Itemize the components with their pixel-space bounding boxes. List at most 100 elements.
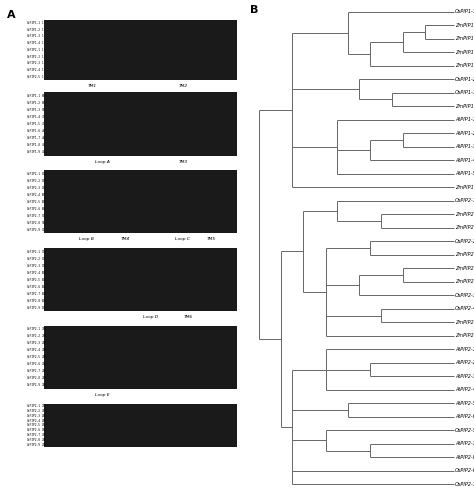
Text: OsPIP2-4: OsPIP2-4 — [455, 306, 474, 311]
Text: OsFIP2-5: OsFIP2-5 — [27, 424, 41, 428]
Text: 215: 215 — [42, 370, 47, 373]
Text: 216: 216 — [42, 383, 47, 387]
Text: OsPIP2-2: OsPIP2-2 — [455, 239, 474, 244]
Text: 1: 1 — [42, 34, 44, 38]
Text: 275: 275 — [42, 433, 47, 437]
Text: OsFIP2-3: OsFIP2-3 — [27, 341, 41, 345]
Text: OsFIP2-7: OsFIP2-7 — [27, 370, 41, 373]
Text: Loop C: Loop C — [175, 237, 191, 242]
Text: 106: 106 — [42, 207, 47, 211]
Text: ZmPIP1-4: ZmPIP1-4 — [455, 50, 474, 55]
Text: OsFIP2-8: OsFIP2-8 — [27, 438, 41, 442]
Text: 107: 107 — [42, 200, 47, 204]
Text: 163: 163 — [42, 299, 47, 303]
Text: ZmPIP2-7: ZmPIP2-7 — [455, 333, 474, 338]
Text: OsFIP2-5: OsFIP2-5 — [27, 200, 41, 204]
Text: OsFIP2-2: OsFIP2-2 — [27, 409, 41, 413]
Text: AtPIP1-2: AtPIP1-2 — [455, 131, 474, 136]
Text: 1: 1 — [42, 41, 44, 45]
Text: 171: 171 — [42, 249, 47, 253]
Text: ZmPIP1-1: ZmPIP1-1 — [455, 63, 474, 68]
Text: ZmPIP2-2: ZmPIP2-2 — [455, 225, 474, 230]
Text: ZmPIP1-5: ZmPIP1-5 — [455, 104, 474, 109]
Text: OsPIP1-1: OsPIP1-1 — [455, 9, 474, 14]
Text: AtPIP2-4: AtPIP2-4 — [455, 387, 474, 392]
Text: AtPIP2-2: AtPIP2-2 — [455, 360, 474, 365]
Text: OsFIP2-5: OsFIP2-5 — [27, 278, 41, 282]
Text: OsFIP2-2: OsFIP2-2 — [27, 256, 41, 260]
Text: 270: 270 — [42, 443, 47, 447]
Text: OsFIP2-1: OsFIP2-1 — [27, 48, 41, 52]
Text: 44: 44 — [42, 136, 45, 140]
Text: A: A — [7, 10, 16, 20]
Text: B: B — [250, 5, 259, 15]
Text: OsFIP2-2: OsFIP2-2 — [27, 179, 41, 183]
Text: ZmPIP1-6: ZmPIP1-6 — [455, 185, 474, 190]
Text: 275: 275 — [42, 438, 47, 442]
Text: ZmPIP1-2: ZmPIP1-2 — [455, 23, 474, 28]
Text: 176: 176 — [42, 263, 47, 267]
Text: AtPIP2-8: AtPIP2-8 — [455, 455, 474, 460]
Text: 257: 257 — [42, 404, 47, 408]
Text: OsFIP2-1: OsFIP2-1 — [27, 249, 41, 253]
Text: TM1: TM1 — [88, 84, 97, 88]
Text: AtPIP1-5: AtPIP1-5 — [455, 171, 474, 176]
Text: OsFIP2-4: OsFIP2-4 — [27, 271, 41, 275]
Text: 230: 230 — [42, 327, 47, 331]
Text: ZmPIP2-1: ZmPIP2-1 — [455, 212, 474, 217]
Text: OsFIP2-5: OsFIP2-5 — [27, 75, 41, 79]
Text: 166: 166 — [42, 271, 47, 275]
Text: 1: 1 — [42, 21, 44, 25]
Text: 60: 60 — [42, 94, 45, 98]
Text: 47: 47 — [42, 115, 45, 119]
Text: OsFIP1-4: OsFIP1-4 — [27, 115, 41, 119]
Text: 59: 59 — [42, 108, 45, 112]
Text: OsFIP1-7: OsFIP1-7 — [27, 136, 41, 140]
Text: TM4: TM4 — [120, 237, 130, 242]
Text: ZmPIP2-4: ZmPIP2-4 — [455, 279, 474, 284]
Text: AtPIP2-1: AtPIP2-1 — [455, 347, 474, 352]
Text: 257: 257 — [42, 409, 47, 413]
Text: 131: 131 — [42, 186, 47, 190]
Text: OsFIP2-9: OsFIP2-9 — [27, 383, 41, 387]
Text: OsFIP2-5: OsFIP2-5 — [27, 355, 41, 360]
Text: 215: 215 — [42, 363, 47, 367]
Text: 213: 213 — [42, 376, 47, 380]
Text: 219: 219 — [42, 348, 47, 352]
Text: TM5: TM5 — [207, 237, 216, 242]
Text: 60: 60 — [42, 101, 45, 105]
FancyBboxPatch shape — [44, 248, 237, 311]
Text: OsPIP1-2: OsPIP1-2 — [455, 77, 474, 82]
Text: OsFIP2-2: OsFIP2-2 — [27, 55, 41, 59]
FancyBboxPatch shape — [44, 170, 237, 234]
FancyBboxPatch shape — [44, 404, 237, 447]
Text: Loop A: Loop A — [94, 160, 109, 164]
Text: TM3: TM3 — [178, 160, 188, 164]
Text: OsFIP1-1: OsFIP1-1 — [27, 94, 41, 98]
Text: OsFIP2-3: OsFIP2-3 — [27, 263, 41, 267]
Text: Loop E: Loop E — [95, 393, 109, 397]
Text: OsFIP1-6: OsFIP1-6 — [27, 129, 41, 133]
Text: OsPIP1-3: OsPIP1-3 — [455, 90, 474, 95]
Text: OsFIP2-8: OsFIP2-8 — [27, 299, 41, 303]
Text: OsFIP2-1: OsFIP2-1 — [27, 327, 41, 331]
Text: OsFIP2-4: OsFIP2-4 — [27, 348, 41, 352]
Text: 266: 266 — [42, 414, 47, 418]
Text: OsFIP2-6: OsFIP2-6 — [27, 428, 41, 433]
Text: 1: 1 — [42, 48, 44, 52]
Text: OsFIP2-4: OsFIP2-4 — [27, 419, 41, 423]
Text: 215: 215 — [42, 355, 47, 360]
Text: 1: 1 — [42, 62, 44, 65]
Text: 165: 165 — [42, 285, 47, 289]
Text: OsFIP1-1: OsFIP1-1 — [27, 21, 41, 25]
Text: OsFIP1-2: OsFIP1-2 — [27, 28, 41, 32]
Text: ZmPIP2-3: ZmPIP2-3 — [455, 266, 474, 271]
Text: 1: 1 — [42, 28, 44, 32]
Text: OsPIP2-5: OsPIP2-5 — [455, 428, 474, 433]
Text: OsFIP1-4: OsFIP1-4 — [27, 41, 41, 45]
Text: 132: 132 — [42, 172, 47, 176]
Text: OsFIP1-3: OsFIP1-3 — [27, 108, 41, 112]
Text: OsFIP2-1: OsFIP2-1 — [27, 404, 41, 408]
Text: OsFIP2-3: OsFIP2-3 — [27, 62, 41, 65]
Text: ZmPIP2-6: ZmPIP2-6 — [455, 320, 474, 325]
